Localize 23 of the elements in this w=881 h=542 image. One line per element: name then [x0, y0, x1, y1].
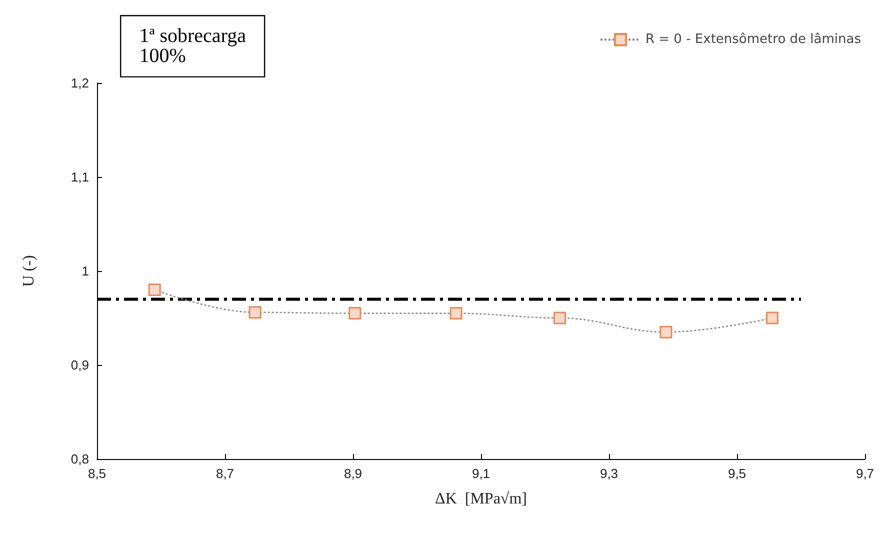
x-tick-label: 9,1	[472, 466, 490, 481]
x-axis-title: ΔK [MPa√m]	[435, 490, 527, 508]
y-tick-label: 1	[82, 264, 89, 278]
y-tick-label: 0,8	[70, 452, 89, 466]
x-tick-label: 8,5	[88, 466, 106, 481]
y-axis-title: U (-)	[20, 255, 38, 287]
text: 1ª sobrecarga 100%	[139, 25, 246, 68]
x-tick-label: 9,5	[728, 466, 746, 481]
point	[248, 306, 262, 319]
x-tick-label: 8,7	[216, 466, 234, 481]
point	[553, 312, 566, 324]
x-tick-label: 9,7	[856, 466, 874, 481]
point	[450, 307, 462, 320]
legend-label: R = 0 - Extensômetro de lâminas	[645, 32, 862, 48]
y-tick-label: 0,9	[70, 358, 89, 372]
point	[766, 312, 778, 324]
x-tick-label: 9,3	[600, 466, 618, 481]
y-tick-label: 1,2	[70, 76, 89, 90]
point	[348, 307, 362, 320]
x-tick-label: 8,9	[344, 466, 362, 481]
point	[148, 284, 161, 296]
y-tick-label: 1,1	[70, 170, 89, 184]
point	[660, 326, 672, 338]
